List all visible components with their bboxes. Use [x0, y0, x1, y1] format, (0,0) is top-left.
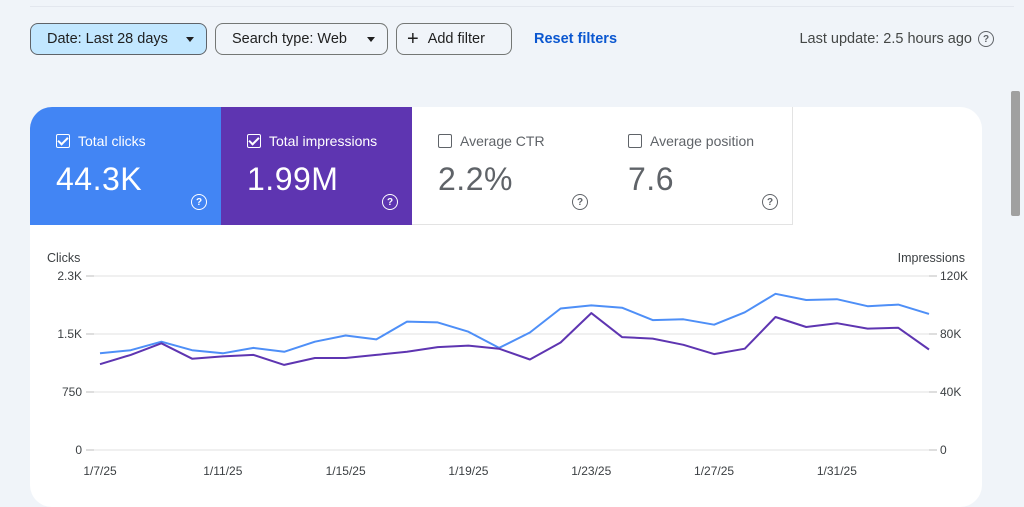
- scrollbar-thumb[interactable]: [1011, 91, 1020, 216]
- metric-average-position[interactable]: Average position 7.6 ?: [602, 107, 793, 225]
- date-filter-label: Date: Last 28 days: [47, 31, 168, 47]
- left-tick-label: 2.3K: [57, 269, 82, 283]
- reset-filters-link[interactable]: Reset filters: [534, 31, 618, 47]
- x-tick-label: 1/15/25: [326, 464, 366, 478]
- metric-total-impressions[interactable]: Total impressions 1.99M ?: [221, 107, 412, 225]
- metric-label: Total clicks: [78, 133, 146, 149]
- metric-value: 44.3K: [56, 161, 143, 197]
- date-filter-chip[interactable]: Date: Last 28 days: [30, 23, 207, 55]
- metric-label: Total impressions: [269, 133, 378, 149]
- metric-value: 1.99M: [247, 161, 339, 197]
- search-type-label: Search type: Web: [232, 31, 347, 47]
- right-tick-label: 40K: [940, 385, 961, 399]
- x-tick-label: 1/19/25: [448, 464, 488, 478]
- scrollbar[interactable]: [1004, 88, 1024, 495]
- search-type-chip[interactable]: Search type: Web: [215, 23, 388, 55]
- right-tick-label: 0: [940, 443, 947, 457]
- caret-down-icon: [367, 37, 375, 42]
- performance-chart: Clicks Impressions 0 750 1.5K 2.3K 0 40K 80K 120K…: [47, 251, 968, 478]
- metric-value: 2.2%: [438, 161, 513, 197]
- help-icon[interactable]: ?: [762, 194, 778, 210]
- left-tick-label: 1.5K: [57, 327, 82, 341]
- series-line-clicks: [99, 292, 930, 355]
- last-update-text: Last update: 2.5 hours ago: [799, 31, 972, 47]
- x-tick-label: 1/11/25: [203, 464, 242, 478]
- last-update: Last update: 2.5 hours ago ?: [799, 31, 994, 47]
- checkbox-unchecked-icon[interactable]: [438, 134, 452, 148]
- caret-down-icon: [186, 37, 194, 42]
- add-filter-label: Add filter: [427, 31, 485, 47]
- help-icon[interactable]: ?: [572, 194, 588, 210]
- x-tick-label: 1/7/25: [83, 464, 117, 478]
- metric-total-clicks[interactable]: Total clicks 44.3K ?: [30, 107, 221, 225]
- series-line-impressions: [99, 312, 930, 366]
- checkbox-checked-icon[interactable]: [247, 134, 261, 148]
- left-axis-title: Clicks: [47, 251, 80, 265]
- metric-label: Average CTR: [460, 133, 545, 149]
- plus-icon: +: [407, 28, 419, 50]
- help-icon[interactable]: ?: [191, 194, 207, 210]
- x-tick-label: 1/23/25: [571, 464, 611, 478]
- checkbox-checked-icon[interactable]: [56, 134, 70, 148]
- right-tick-label: 80K: [940, 327, 961, 341]
- right-axis-title: Impressions: [898, 251, 965, 265]
- metric-value: 7.6: [628, 161, 674, 197]
- help-icon[interactable]: ?: [978, 31, 994, 47]
- left-tick-label: 0: [75, 443, 82, 457]
- help-icon[interactable]: ?: [382, 194, 398, 210]
- add-filter-button[interactable]: + Add filter: [396, 23, 512, 55]
- performance-card: Total clicks 44.3K ? Total impressions 1…: [30, 107, 982, 507]
- filter-bar: Date: Last 28 days Search type: Web + Ad…: [30, 23, 994, 57]
- x-tick-label: 1/31/25: [817, 464, 857, 478]
- top-divider: [30, 6, 1014, 7]
- right-tick-label: 120K: [940, 269, 968, 283]
- left-tick-label: 750: [62, 385, 82, 399]
- metric-label: Average position: [650, 133, 755, 149]
- checkbox-unchecked-icon[interactable]: [628, 134, 642, 148]
- x-tick-label: 1/27/25: [694, 464, 734, 478]
